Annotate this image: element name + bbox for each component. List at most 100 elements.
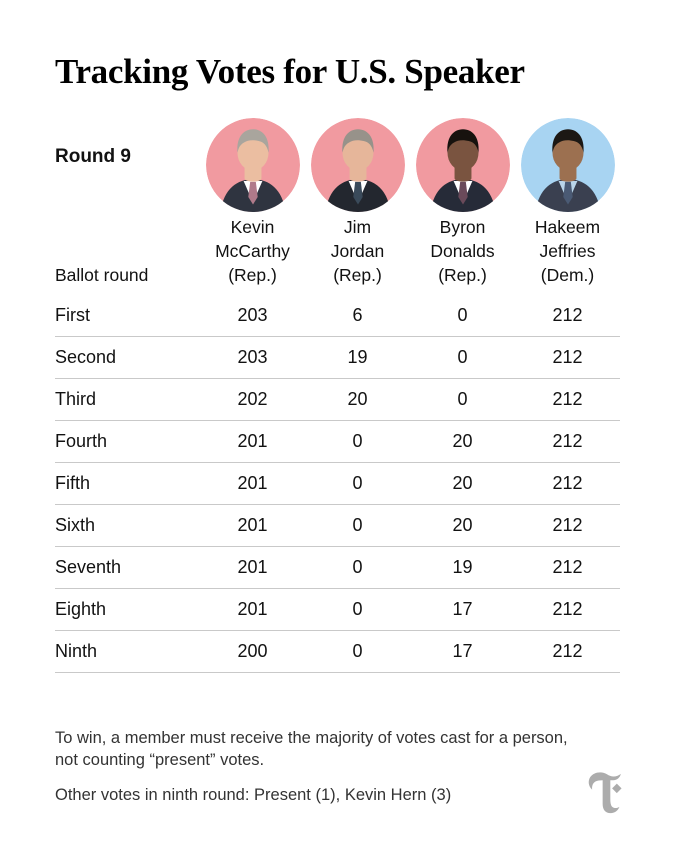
candidate-name-hakeem-jeffries: Hakeem Jeffries (Dem.) bbox=[515, 215, 620, 287]
candidate-last-name: McCarthy bbox=[215, 241, 290, 261]
footnote-majority-rule: To win, a member must receive the majori… bbox=[55, 729, 568, 769]
vote-count-cell: 20 bbox=[452, 515, 473, 535]
head-shape bbox=[551, 134, 584, 171]
vote-count-cell: 212 bbox=[552, 557, 583, 577]
vote-count-cell: 212 bbox=[552, 641, 583, 661]
table-row-third: Third 202 20 0 212 bbox=[55, 379, 620, 421]
tie-shape bbox=[247, 181, 258, 205]
candidate-avatar-jim-jordan bbox=[310, 118, 405, 212]
round-label: Round 9 bbox=[55, 146, 131, 167]
nyt-t-diamond bbox=[612, 783, 622, 794]
vote-count-cell: 19 bbox=[347, 347, 368, 367]
vote-count-cell: 19 bbox=[452, 557, 473, 577]
vote-count-cell: 212 bbox=[552, 389, 583, 409]
candidate-last-name: Jeffries bbox=[539, 241, 596, 261]
footnote-other-votes: Other votes in ninth round: Present (1),… bbox=[55, 786, 452, 804]
vote-count-cell: 212 bbox=[552, 515, 583, 535]
tie-shape bbox=[562, 181, 573, 205]
ballot-round-cell: Third bbox=[55, 389, 97, 409]
vote-count-cell: 6 bbox=[352, 305, 363, 325]
ballot-round-cell: Second bbox=[55, 347, 117, 367]
candidate-party: (Rep.) bbox=[228, 265, 277, 285]
table-row-sixth: Sixth 201 0 20 212 bbox=[55, 505, 620, 547]
hair-shape bbox=[341, 129, 374, 153]
person-portrait-icon bbox=[205, 118, 300, 212]
hair-shape bbox=[446, 129, 479, 153]
page-title: Tracking Votes for U.S. Speaker bbox=[55, 52, 525, 91]
person-portrait-icon bbox=[310, 118, 405, 212]
nyt-t-glyph bbox=[588, 772, 621, 814]
head-shape bbox=[341, 134, 374, 171]
candidate-party: (Dem.) bbox=[540, 265, 595, 285]
candidate-avatar-kevin-mccarthy bbox=[205, 118, 300, 212]
vote-count-cell: 201 bbox=[237, 431, 268, 451]
vote-count-cell: 200 bbox=[237, 641, 268, 661]
vote-count-cell: 0 bbox=[352, 473, 363, 493]
ballot-round-cell: Ninth bbox=[55, 641, 98, 661]
candidate-photo-row: Round 9 bbox=[55, 118, 620, 212]
head-shape bbox=[446, 134, 479, 171]
table-row-fourth: Fourth 201 0 20 212 bbox=[55, 421, 620, 463]
table-header-row: Ballot round Kevin McCarthy (Rep.) Jim J… bbox=[55, 215, 620, 287]
candidate-party: (Rep.) bbox=[333, 265, 382, 285]
ballot-round-cell: First bbox=[55, 305, 90, 325]
vote-count-cell: 212 bbox=[552, 599, 583, 619]
candidate-last-name: Jordan bbox=[330, 241, 385, 261]
tie-shape bbox=[457, 181, 468, 205]
vote-count-cell: 201 bbox=[237, 515, 268, 535]
person-portrait-icon bbox=[415, 118, 510, 212]
vote-count-cell: 0 bbox=[457, 305, 468, 325]
vote-count-cell: 0 bbox=[352, 599, 363, 619]
table-row-eighth: Eighth 201 0 17 212 bbox=[55, 589, 620, 631]
vote-count-cell: 20 bbox=[452, 473, 473, 493]
candidate-first-name: Jim bbox=[343, 217, 372, 237]
vote-count-cell: 212 bbox=[552, 431, 583, 451]
vote-count-cell: 212 bbox=[552, 305, 583, 325]
tie-shape bbox=[352, 181, 363, 205]
table-row-ninth: Ninth 200 0 17 212 bbox=[55, 631, 620, 673]
candidate-name-byron-donalds: Byron Donalds (Rep.) bbox=[410, 215, 515, 287]
vote-count-cell: 20 bbox=[347, 389, 368, 409]
vote-count-cell: 17 bbox=[452, 599, 473, 619]
vote-count-cell: 0 bbox=[352, 557, 363, 577]
vote-count-cell: 212 bbox=[552, 347, 583, 367]
vote-count-cell: 202 bbox=[237, 389, 268, 409]
vote-count-cell: 0 bbox=[352, 641, 363, 661]
table-row-seventh: Seventh 201 0 19 212 bbox=[55, 547, 620, 589]
vote-count-cell: 20 bbox=[452, 431, 473, 451]
vote-count-cell: 201 bbox=[237, 473, 268, 493]
vote-count-cell: 0 bbox=[457, 347, 468, 367]
vote-count-cell: 0 bbox=[352, 431, 363, 451]
ballot-round-cell: Fourth bbox=[55, 431, 108, 451]
candidate-party: (Rep.) bbox=[438, 265, 487, 285]
ballot-round-cell: Fifth bbox=[55, 473, 91, 493]
table-row-fifth: Fifth 201 0 20 212 bbox=[55, 463, 620, 505]
vote-count-cell: 0 bbox=[352, 515, 363, 535]
votes-table: First 203 6 0 212 Second 203 19 0 212 Th… bbox=[0, 295, 680, 673]
candidate-name-jim-jordan: Jim Jordan (Rep.) bbox=[305, 215, 410, 287]
vote-count-cell: 203 bbox=[237, 305, 268, 325]
candidate-name-kevin-mccarthy: Kevin McCarthy (Rep.) bbox=[200, 215, 305, 287]
vote-count-cell: 17 bbox=[452, 641, 473, 661]
vote-count-cell: 201 bbox=[237, 599, 268, 619]
head-shape bbox=[236, 134, 269, 171]
ballot-round-cell: Seventh bbox=[55, 557, 122, 577]
candidate-last-name: Donalds bbox=[430, 241, 495, 261]
candidate-avatar-hakeem-jeffries bbox=[520, 118, 615, 212]
candidate-first-name: Hakeem bbox=[534, 217, 601, 237]
hair-shape bbox=[236, 129, 269, 153]
ballot-round-cell: Eighth bbox=[55, 599, 107, 619]
nyt-t-logo-icon bbox=[583, 769, 629, 816]
ballot-round-cell: Sixth bbox=[55, 515, 96, 535]
person-portrait-icon bbox=[520, 118, 615, 212]
vote-count-cell: 0 bbox=[457, 389, 468, 409]
vote-count-cell: 201 bbox=[237, 557, 268, 577]
candidate-avatar-byron-donalds bbox=[415, 118, 510, 212]
candidate-first-name: Byron bbox=[439, 217, 486, 237]
vote-count-cell: 212 bbox=[552, 473, 583, 493]
table-row-second: Second 203 19 0 212 bbox=[55, 337, 620, 379]
hair-shape bbox=[551, 129, 584, 153]
ballot-round-column-header: Ballot round bbox=[55, 265, 149, 285]
candidate-first-name: Kevin bbox=[230, 217, 275, 237]
